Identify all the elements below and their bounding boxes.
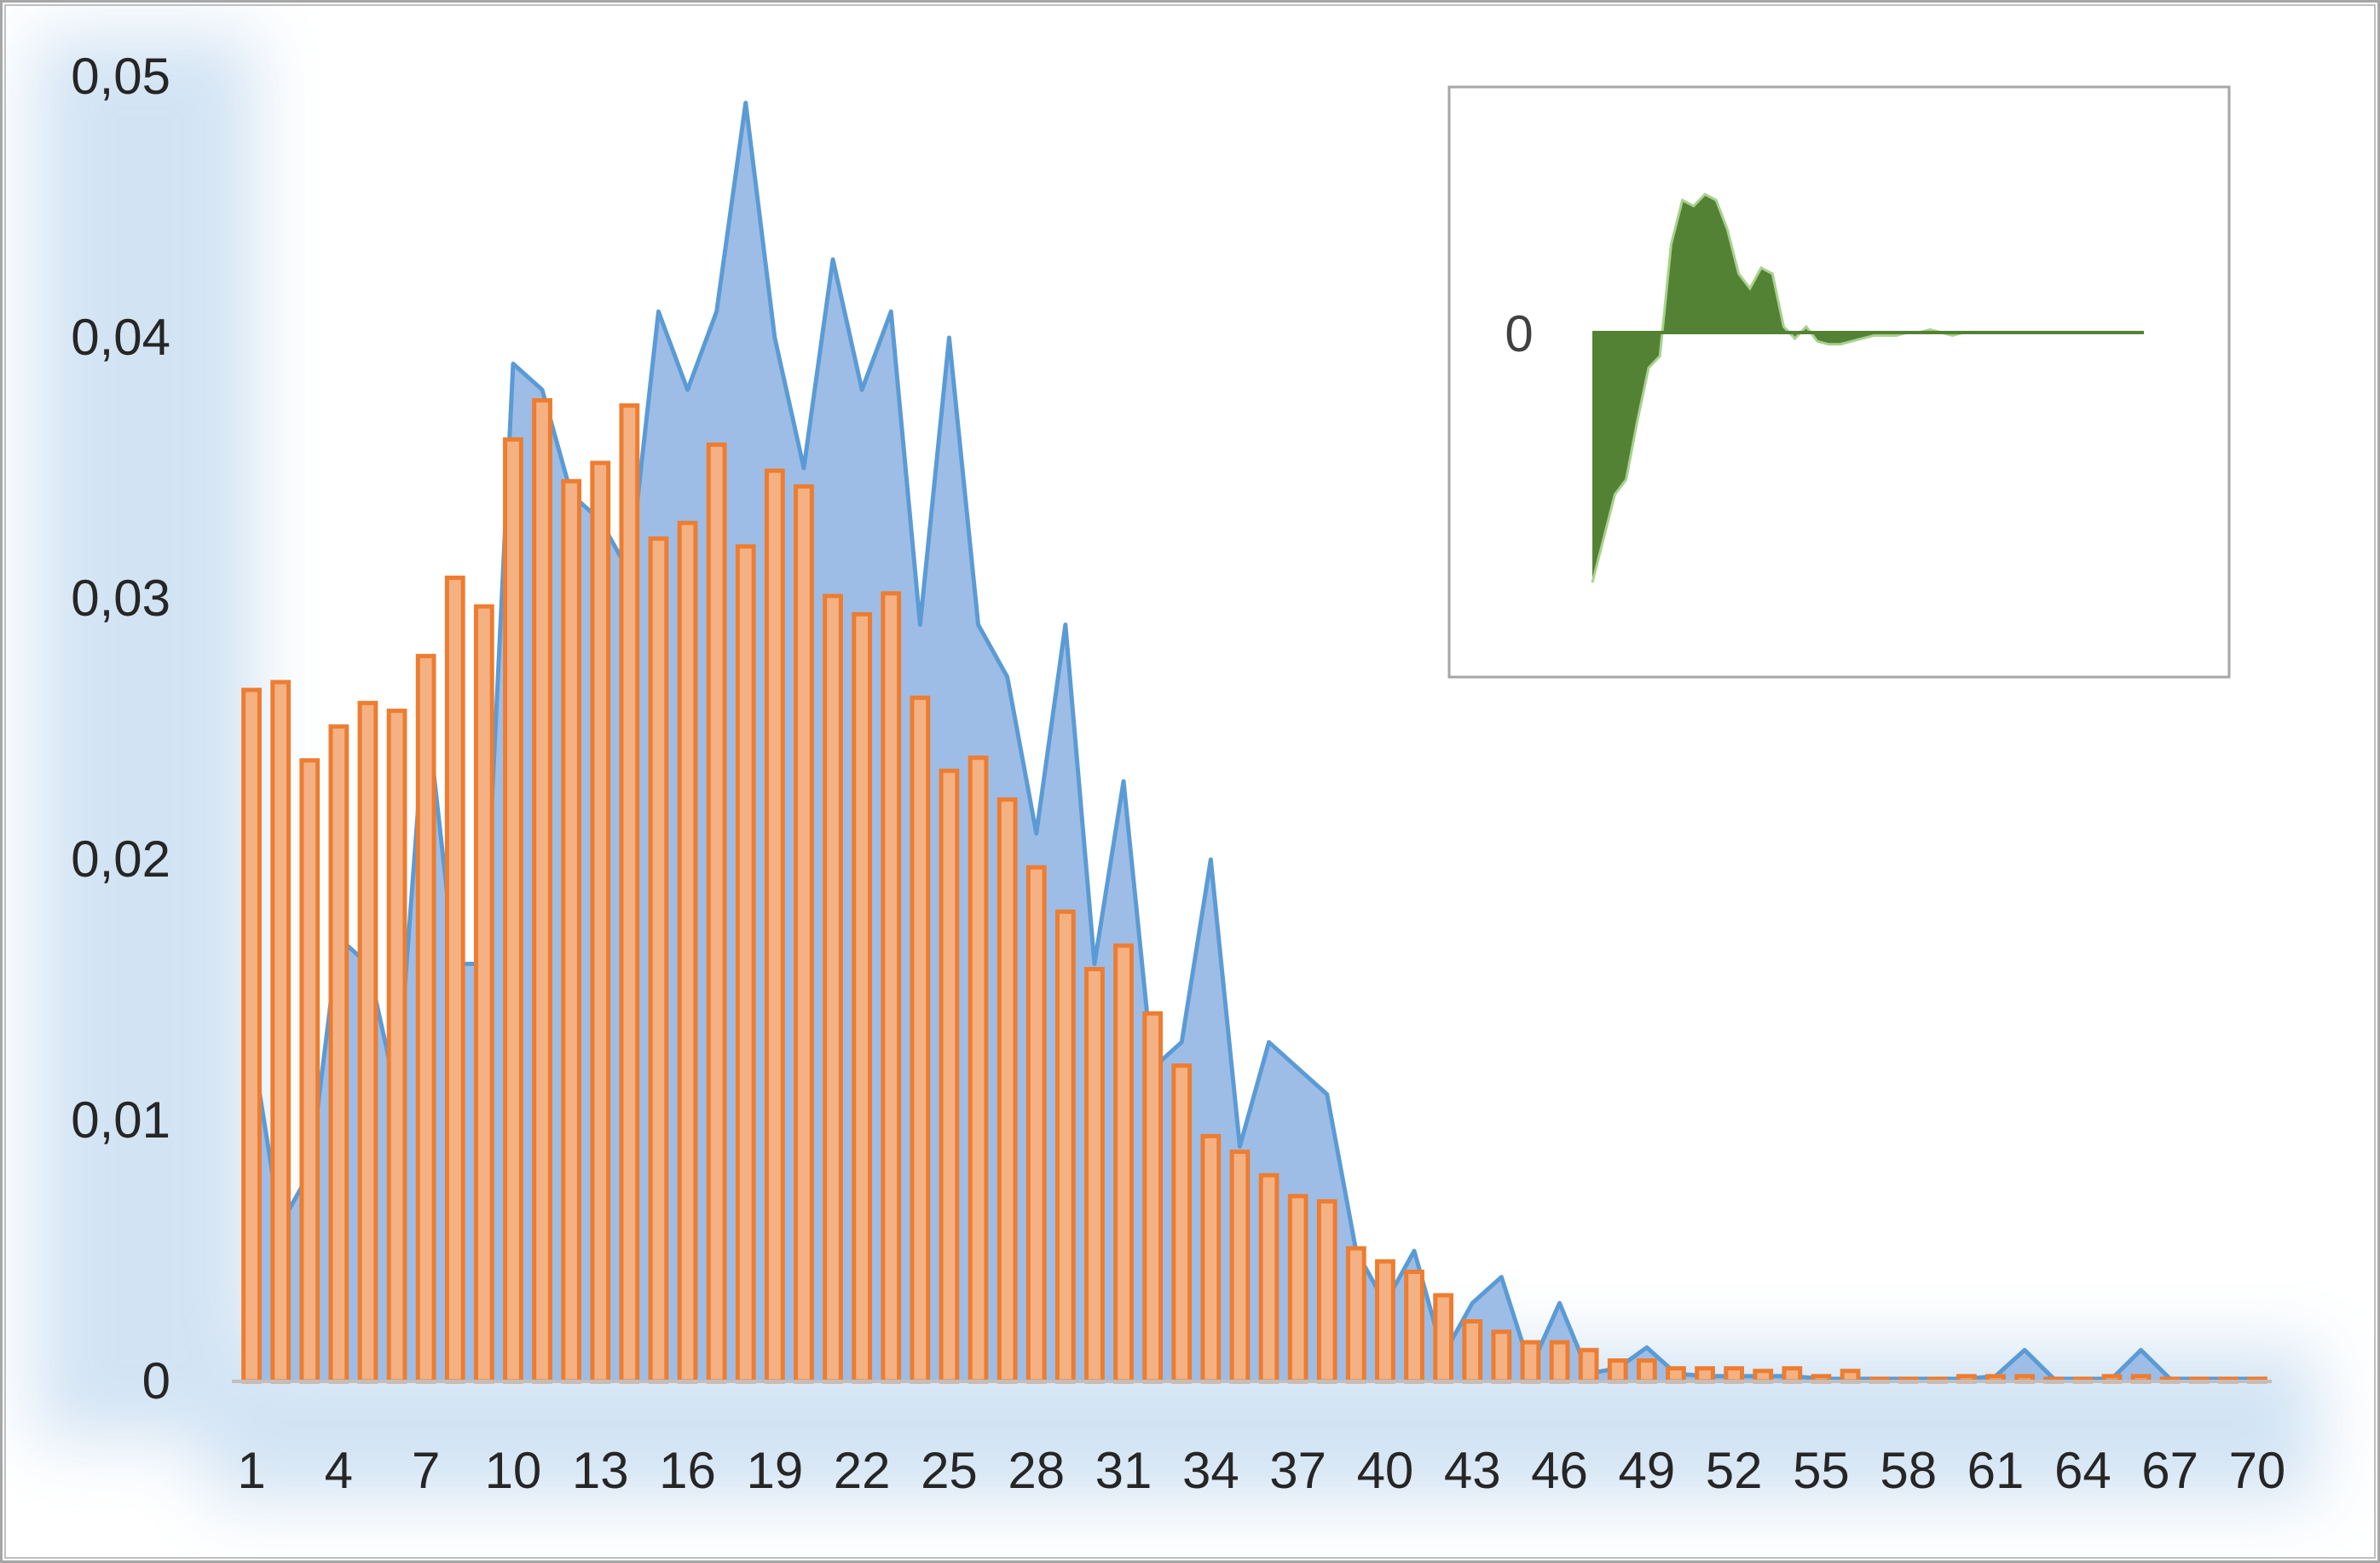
bar	[1549, 1340, 1570, 1384]
bar	[1054, 909, 1076, 1384]
bar	[1025, 865, 1047, 1384]
inset-plot	[1591, 192, 2144, 583]
inset-zero-label: 0	[1505, 305, 1533, 362]
bar	[794, 483, 814, 1384]
x-tick-label: 58	[1880, 1442, 1937, 1499]
bar	[532, 397, 552, 1384]
bar	[1142, 1011, 1164, 1384]
bar	[1636, 1358, 1657, 1384]
bar	[968, 755, 989, 1384]
bar	[1782, 1366, 1803, 1384]
bar	[357, 700, 378, 1384]
bar	[619, 403, 640, 1384]
y-tick-label: 0,04	[71, 309, 170, 366]
bar	[1724, 1366, 1745, 1384]
bar	[1113, 943, 1134, 1384]
x-tick-label: 13	[572, 1442, 629, 1499]
bar	[881, 591, 902, 1384]
bar	[1520, 1340, 1541, 1384]
y-tick-label: 0,02	[71, 831, 170, 888]
x-tick-label: 61	[1967, 1442, 2025, 1499]
bar	[1375, 1259, 1395, 1384]
bar	[386, 709, 407, 1384]
bar	[444, 576, 465, 1384]
bar	[939, 768, 960, 1384]
x-tick-label: 28	[1008, 1442, 1065, 1499]
bar	[328, 724, 349, 1384]
area-series-line	[249, 101, 2257, 1381]
y-tick-label: 0,01	[71, 1091, 170, 1149]
x-tick-label: 16	[659, 1442, 716, 1499]
bar	[1287, 1194, 1308, 1384]
bar	[1607, 1358, 1628, 1384]
x-tick-label: 19	[746, 1442, 803, 1499]
bar	[1491, 1329, 1512, 1384]
y-tick-label: 0,05	[71, 48, 170, 105]
bar	[648, 536, 669, 1384]
bar	[1404, 1269, 1424, 1384]
x-tick-label: 64	[2054, 1442, 2111, 1499]
bar	[735, 544, 756, 1384]
x-tick-label: 4	[325, 1442, 353, 1499]
x-tick-label: 22	[834, 1442, 891, 1499]
bar	[1316, 1199, 1337, 1384]
x-tick-label: 46	[1531, 1442, 1588, 1499]
x-tick-label: 70	[2229, 1442, 2286, 1499]
y-tick-label: 0	[142, 1352, 170, 1410]
x-tick-label: 10	[485, 1442, 542, 1499]
x-tick-label: 49	[1618, 1442, 1675, 1499]
x-tick-label: 43	[1444, 1442, 1501, 1499]
bar	[677, 520, 698, 1384]
bar	[415, 653, 436, 1384]
inset-chart: 0	[1447, 85, 2231, 679]
bar	[1229, 1149, 1251, 1384]
inset-frame	[1447, 85, 2231, 679]
bar	[299, 758, 321, 1384]
bar	[1258, 1172, 1280, 1384]
bar	[473, 604, 494, 1384]
bar	[1200, 1133, 1222, 1384]
bar	[270, 680, 292, 1384]
x-axis-ticks: 1 4 7 10 13 16 19 22 25 28 31 34 37 40 43 46 49 52 55 58 61 6…	[237, 1442, 2285, 1499]
bar	[706, 442, 727, 1384]
x-tick-label: 1	[237, 1442, 265, 1499]
y-tick-label: 0,03	[71, 570, 170, 627]
x-tick-label: 37	[1269, 1442, 1326, 1499]
x-tick-label: 40	[1357, 1442, 1414, 1499]
bar	[1462, 1319, 1483, 1384]
plot-border	[4, 4, 2376, 1559]
bar	[1695, 1366, 1715, 1384]
bar	[561, 478, 582, 1384]
x-tick-label: 34	[1182, 1442, 1239, 1499]
bar	[1433, 1293, 1454, 1384]
bar	[996, 797, 1018, 1384]
inset-area-fill	[1592, 194, 2144, 583]
bar	[1666, 1366, 1686, 1384]
bar	[503, 437, 523, 1384]
bar	[1084, 967, 1105, 1384]
bar	[852, 611, 873, 1384]
x-tick-label: 25	[921, 1442, 978, 1499]
y-axis-ticks: 0 0,01 0,02 0,03 0,04 0,05	[71, 48, 170, 1410]
bar	[1345, 1246, 1366, 1384]
main-plot	[232, 101, 2272, 1384]
x-tick-label: 52	[1706, 1442, 1763, 1499]
bar	[590, 460, 611, 1384]
bar	[1578, 1347, 1599, 1384]
bar	[764, 468, 785, 1384]
bar	[1171, 1063, 1193, 1384]
x-tick-label: 31	[1095, 1442, 1152, 1499]
bar	[910, 695, 931, 1384]
bar	[241, 687, 262, 1384]
x-tick-label: 7	[412, 1442, 440, 1499]
x-tick-label: 67	[2141, 1442, 2198, 1499]
bar	[823, 593, 843, 1384]
x-tick-label: 55	[1793, 1442, 1850, 1499]
